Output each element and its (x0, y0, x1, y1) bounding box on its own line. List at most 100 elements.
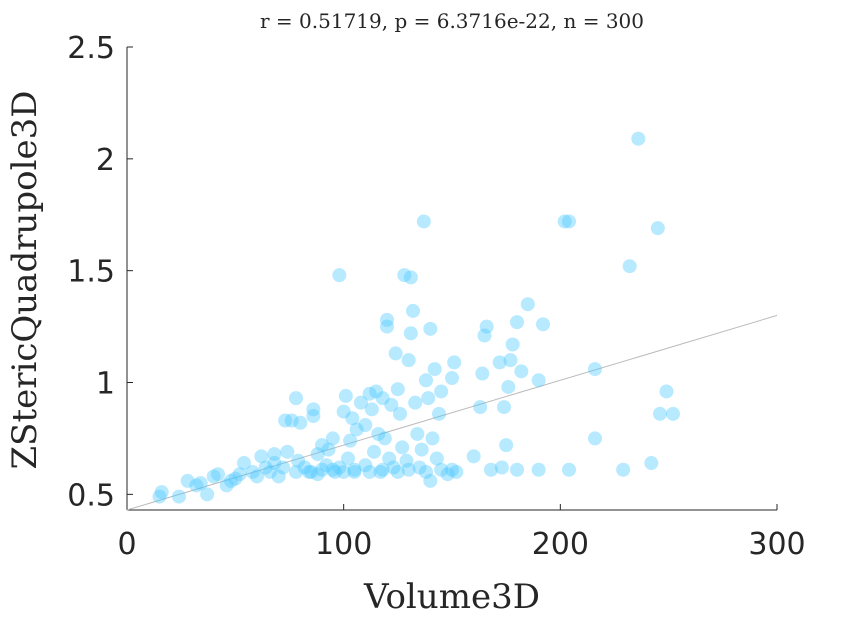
point (536, 317, 550, 332)
y-tick-label: 2 (96, 143, 115, 178)
point (659, 384, 674, 399)
point (364, 402, 379, 417)
point (380, 312, 394, 327)
point (414, 442, 429, 457)
point (494, 460, 509, 475)
trend-line (126, 314, 778, 511)
point (315, 438, 329, 453)
point (631, 131, 646, 146)
point (219, 478, 234, 493)
point (369, 384, 384, 399)
point (562, 462, 576, 477)
point (310, 447, 325, 462)
point (382, 451, 397, 466)
chart-title: r = 0.51719, p = 6.3716e-22, n = 300 (260, 9, 644, 33)
point (425, 431, 440, 446)
point (224, 473, 238, 488)
point (310, 467, 325, 482)
point (423, 473, 438, 488)
point (349, 422, 364, 437)
point (562, 214, 576, 229)
y-tick-label: 1 (96, 367, 115, 402)
point (377, 431, 392, 446)
point (263, 464, 277, 479)
point (388, 346, 403, 361)
point (399, 453, 414, 468)
point (650, 221, 665, 236)
point (531, 462, 546, 477)
point (421, 391, 436, 406)
point (380, 319, 394, 334)
point (336, 404, 351, 419)
point (280, 444, 295, 459)
point (271, 469, 286, 484)
point (419, 464, 433, 479)
point (434, 462, 449, 477)
point (644, 456, 659, 471)
point (375, 462, 390, 477)
point (362, 464, 377, 479)
point (445, 462, 459, 477)
point (588, 431, 602, 446)
point (267, 456, 282, 471)
point (278, 413, 293, 428)
y-tick-label: 1.5 (67, 255, 115, 290)
point (403, 270, 418, 285)
point (466, 449, 481, 464)
point (616, 462, 631, 477)
point (440, 467, 455, 482)
point (304, 464, 319, 479)
point (401, 353, 416, 368)
point (588, 362, 602, 377)
point (410, 426, 425, 441)
x-tick-label: 100 (315, 527, 372, 562)
point (358, 418, 373, 433)
point (328, 464, 342, 479)
point (258, 460, 273, 475)
point (419, 373, 433, 388)
point (406, 303, 420, 318)
point (416, 214, 431, 229)
point (362, 386, 377, 401)
point (345, 411, 360, 426)
point (245, 464, 260, 479)
x-axis-label: Volume3D (363, 577, 540, 617)
point (479, 319, 494, 334)
point (254, 449, 269, 464)
point (505, 337, 520, 352)
point (228, 471, 243, 486)
point (267, 447, 282, 462)
point (332, 268, 347, 283)
point (306, 409, 321, 424)
point (432, 406, 446, 421)
y-axis-label: ZStericQuadrupole3D (5, 91, 45, 470)
point (306, 402, 321, 417)
point (154, 485, 169, 500)
point (338, 388, 353, 403)
point (520, 297, 535, 312)
point (499, 438, 514, 453)
point (390, 464, 405, 479)
point (341, 451, 355, 466)
point (284, 413, 299, 428)
point (321, 442, 336, 457)
point (297, 460, 312, 475)
point (510, 315, 524, 330)
point (434, 384, 449, 399)
point (302, 464, 316, 479)
point (172, 489, 186, 504)
point (501, 379, 516, 394)
point (325, 431, 340, 446)
point (206, 469, 221, 484)
point (332, 460, 347, 475)
point (347, 464, 362, 479)
point (412, 460, 427, 475)
x-tick-label: 0 (117, 527, 136, 562)
point (211, 467, 225, 482)
point (354, 395, 368, 410)
point (232, 467, 247, 482)
point (492, 355, 507, 370)
point (475, 366, 490, 381)
